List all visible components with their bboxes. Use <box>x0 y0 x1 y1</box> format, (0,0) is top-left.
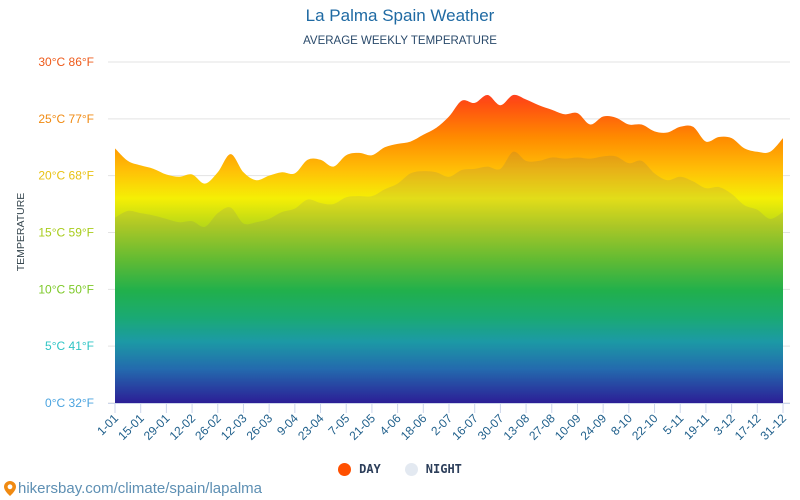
legend: DAY NIGHT <box>0 462 800 476</box>
chart-subtitle: AVERAGE WEEKLY TEMPERATURE <box>303 35 497 47</box>
x-tick-label: 26-03 <box>244 411 276 443</box>
legend-item-day[interactable]: DAY <box>338 462 381 476</box>
x-tick-label: 12-02 <box>167 411 199 443</box>
x-tick-label: 24-09 <box>578 411 610 443</box>
y-tick-labels: 0°C 32°F 5°C 41°F 10°C 50°F 15°C 59°F 20°C 6… <box>38 55 94 410</box>
chart-title: La Palma Spain Weather <box>305 6 495 25</box>
x-tick-label: 30-07 <box>475 411 507 443</box>
x-tick-label: 17-12 <box>732 411 764 443</box>
y-tick-label: 5°C 41°F <box>45 339 94 353</box>
x-tick-label: 21-05 <box>346 411 378 443</box>
legend-night-label: NIGHT <box>425 462 462 476</box>
temperature-chart: 0°C 32°F 5°C 41°F 10°C 50°F 15°C 59°F 20°C 6… <box>38 55 790 443</box>
x-tick-label: 15-01 <box>115 411 147 443</box>
y-tick-label: 0°C 32°F <box>45 396 94 410</box>
x-tick-label: 16-07 <box>449 411 481 443</box>
location-pin-icon <box>4 481 16 496</box>
x-tick-label: 19-11 <box>681 411 712 442</box>
legend-day-label: DAY <box>359 462 381 476</box>
y-tick-label: 25°C 77°F <box>38 112 94 126</box>
x-tick-label: 31-12 <box>758 411 790 443</box>
y-tick-label: 10°C 50°F <box>38 282 94 296</box>
x-tick-label: 22-10 <box>629 411 661 443</box>
x-axis: 1-0115-0129-0112-0226-0212-0326-039-0423… <box>94 403 790 443</box>
legend-item-night[interactable]: NIGHT <box>404 462 462 476</box>
source-link[interactable]: hikersbay.com/climate/spain/lapalma <box>4 480 262 497</box>
night-area <box>115 151 783 403</box>
night-dot-icon <box>404 462 418 476</box>
day-dot-icon <box>338 462 352 476</box>
y-tick-label: 20°C 68°F <box>38 169 94 183</box>
x-tick-label: 10-09 <box>552 411 584 443</box>
x-tick-label: 12-03 <box>218 411 250 443</box>
y-tick-label: 30°C 86°F <box>38 55 94 69</box>
x-tick-label: 29-01 <box>141 411 173 443</box>
x-tick-label: 18-06 <box>398 411 430 443</box>
x-tick-label: 13-08 <box>501 411 533 443</box>
x-tick-label: 27-08 <box>526 411 558 443</box>
y-tick-label: 15°C 59°F <box>38 226 94 240</box>
x-tick-label: 26-02 <box>192 411 224 443</box>
x-tick-label: 23-04 <box>295 411 327 443</box>
source-url: hikersbay.com/climate/spain/lapalma <box>18 480 262 497</box>
